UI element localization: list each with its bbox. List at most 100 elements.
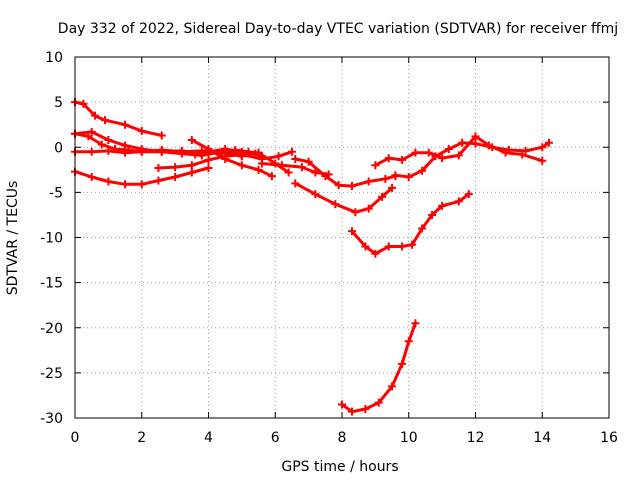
- data-point: [104, 136, 113, 145]
- y-tick-label: -5: [49, 185, 63, 201]
- data-point: [538, 156, 547, 165]
- data-point: [137, 127, 146, 136]
- data-point: [154, 176, 163, 185]
- data-point: [374, 398, 383, 407]
- data-point: [267, 172, 276, 181]
- data-point: [348, 227, 357, 236]
- data-point: [221, 154, 230, 163]
- data-point: [538, 143, 547, 152]
- data-point: [338, 400, 346, 409]
- x-tick-label: 6: [271, 430, 280, 446]
- data-point: [157, 145, 166, 154]
- data-point: [154, 164, 163, 173]
- data-point: [187, 136, 196, 145]
- data-point: [364, 177, 373, 186]
- data-point: [378, 192, 387, 201]
- data-point: [237, 147, 246, 156]
- data-point: [351, 208, 360, 217]
- data-point: [171, 173, 180, 182]
- data-point: [104, 177, 113, 186]
- data-point: [404, 337, 413, 346]
- data-point: [87, 147, 96, 156]
- data-point: [388, 183, 397, 192]
- x-tick-label: 16: [600, 430, 618, 446]
- x-tick-label: 8: [338, 430, 347, 446]
- axis-ticks: 0 2 4 6 8 10 12 14 16 -30 -25 -20 -15 -10 -5 0 5 10: [40, 50, 618, 446]
- data-point: [438, 154, 447, 163]
- data-point: [364, 204, 373, 213]
- data-point: [171, 163, 180, 172]
- data-point: [204, 155, 213, 164]
- data-point: [91, 111, 100, 120]
- data-point: [84, 132, 93, 141]
- gridlines: [75, 57, 609, 418]
- data-point: [254, 148, 263, 157]
- series-line-arc-h: [190, 138, 274, 178]
- data-point: [348, 407, 357, 416]
- data-point: [121, 148, 130, 157]
- data-point: [544, 138, 553, 147]
- y-axis-label: SDTVAR / TECUs: [5, 181, 21, 296]
- data-point: [518, 150, 527, 159]
- series-line-arc-o: [340, 321, 417, 414]
- data-point: [137, 180, 146, 189]
- data-point: [398, 359, 407, 368]
- y-tick-label: -10: [40, 231, 63, 247]
- series-line-arc-m: [293, 181, 394, 214]
- data-point: [371, 161, 380, 170]
- data-series: [71, 98, 553, 416]
- data-point: [187, 161, 196, 170]
- data-point: [204, 164, 213, 173]
- data-point: [348, 182, 357, 191]
- data-point: [464, 190, 473, 199]
- data-point: [187, 168, 196, 177]
- data-point: [284, 168, 293, 177]
- data-point: [291, 154, 300, 163]
- data-point: [424, 148, 433, 157]
- data-point: [458, 138, 467, 147]
- plot-frame: [74, 56, 610, 419]
- data-point: [177, 147, 186, 156]
- data-point: [388, 382, 397, 391]
- data-point: [121, 141, 130, 150]
- data-point: [257, 159, 266, 168]
- y-tick-label: -30: [40, 411, 63, 427]
- data-point: [87, 173, 96, 182]
- data-point: [444, 145, 453, 154]
- data-point: [331, 200, 340, 209]
- data-point: [274, 152, 283, 161]
- data-point: [311, 168, 320, 177]
- data-point: [157, 131, 166, 140]
- y-tick-label: -15: [40, 276, 63, 292]
- data-point: [121, 180, 130, 189]
- y-tick-label: 5: [54, 95, 63, 111]
- data-point: [321, 172, 330, 181]
- x-tick-label: 2: [137, 430, 146, 446]
- data-point: [404, 173, 413, 182]
- data-point: [121, 120, 130, 129]
- data-point: [398, 242, 407, 251]
- data-point: [287, 147, 296, 156]
- x-axis-label: GPS time / hours: [281, 459, 398, 475]
- data-point: [501, 148, 510, 157]
- data-point: [87, 127, 96, 136]
- data-point: [411, 319, 420, 328]
- x-tick-label: 12: [467, 430, 485, 446]
- data-point: [428, 210, 437, 219]
- x-tick-label: 4: [204, 430, 213, 446]
- data-point: [191, 150, 200, 159]
- x-tick-label: 10: [400, 430, 418, 446]
- data-point: [384, 154, 393, 163]
- y-tick-label: -20: [40, 321, 63, 337]
- data-point: [438, 201, 447, 210]
- x-tick-label: 14: [533, 430, 551, 446]
- data-point: [237, 161, 246, 170]
- data-point: [408, 240, 417, 249]
- y-tick-label: -25: [40, 366, 63, 382]
- data-point: [291, 179, 300, 188]
- data-point: [101, 116, 110, 125]
- data-point: [381, 174, 390, 183]
- chart-title: Day 332 of 2022, Sidereal Day-to-day VTE…: [58, 21, 618, 37]
- series-line-arc-a: [73, 100, 164, 137]
